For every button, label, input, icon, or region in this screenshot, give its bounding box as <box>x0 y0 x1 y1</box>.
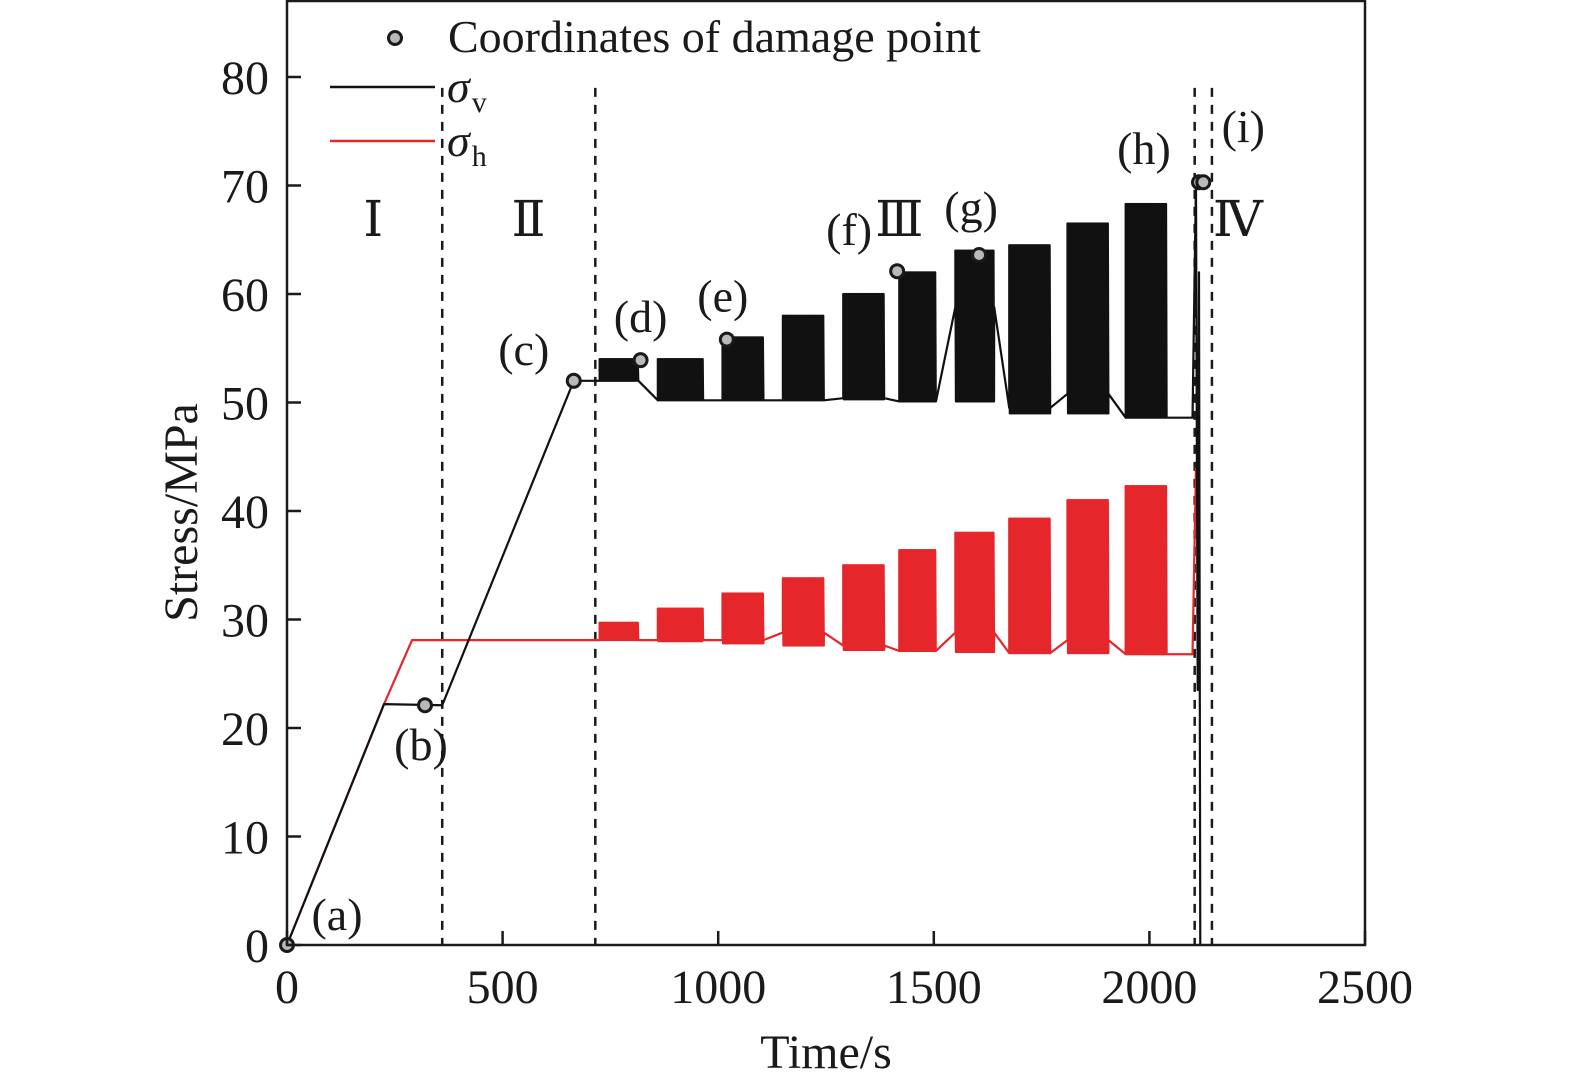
legend-damage-marker <box>387 30 403 46</box>
damage-point-marker <box>889 263 906 280</box>
damage-point-label: (b) <box>394 719 448 770</box>
x-tick-label: 1000 <box>670 961 766 1014</box>
damage-point-marker <box>1195 174 1212 191</box>
y-tick-label: 70 <box>221 161 269 214</box>
series-sigma-h-line <box>285 467 1198 946</box>
damage-point-marker <box>971 246 988 263</box>
phase-label: Ⅲ <box>875 191 923 247</box>
damage-point-marker <box>632 352 649 369</box>
legend-sigma-v-label: σv <box>447 61 487 119</box>
damage-point-marker <box>416 697 433 714</box>
x-tick-label: 0 <box>275 961 299 1014</box>
y-tick-label: 40 <box>221 486 269 539</box>
damage-point-label: (e) <box>697 271 748 322</box>
axis-ticks: 0 500 1000 1500 2000 2500 0 10 20 30 40 50 60 70 80 <box>221 52 1413 1014</box>
legend-sigma-v-subscript: v <box>472 86 487 119</box>
damage-point-marker <box>565 372 582 389</box>
plot-area: Ⅰ Ⅱ Ⅲ Ⅳ (a) (b) (c) (d) (e) (f) (g) (h) (i) <box>279 87 1265 953</box>
phase-label: Ⅱ <box>511 191 545 247</box>
y-tick-label: 60 <box>221 269 269 322</box>
phase-label: Ⅳ <box>1213 191 1264 247</box>
x-tick-label: 2500 <box>1317 961 1413 1014</box>
series-sigma-v-line <box>285 181 1202 946</box>
x-tick-label: 500 <box>467 961 539 1014</box>
damage-point-label: (f) <box>826 204 872 255</box>
x-tick-label: 1500 <box>886 961 982 1014</box>
y-tick-label: 20 <box>221 703 269 756</box>
damage-point-label: (g) <box>944 182 998 233</box>
legend-sigma-h-symbol: σ <box>447 115 472 166</box>
x-axis-label: Time/s <box>760 1026 892 1079</box>
phase-label: Ⅰ <box>363 191 383 247</box>
plot-frame <box>285 0 1367 947</box>
damage-point-label: (d) <box>614 291 668 342</box>
damage-point-label: (h) <box>1117 123 1171 174</box>
y-tick-label: 30 <box>221 595 269 648</box>
x-tick-label: 2000 <box>1101 961 1197 1014</box>
y-tick-label: 80 <box>221 52 269 105</box>
damage-point-label: (a) <box>311 889 362 940</box>
legend-sigma-v-symbol: σ <box>447 61 472 112</box>
damage-point-label: (i) <box>1222 101 1265 152</box>
legend-sigma-h-label: σh <box>447 115 487 173</box>
damage-point-marker <box>718 331 735 348</box>
y-axis-label: Stress/MPa <box>155 403 208 622</box>
y-tick-label: 10 <box>221 812 269 865</box>
y-tick-label: 50 <box>221 378 269 431</box>
damage-point-label: (c) <box>498 324 549 375</box>
legend-damage-label: Coordinates of damage point <box>448 11 981 62</box>
legend-sigma-h-subscript: h <box>472 140 487 173</box>
y-tick-label: 0 <box>245 920 269 973</box>
legend: Coordinates of damage point σv σh <box>330 11 981 173</box>
